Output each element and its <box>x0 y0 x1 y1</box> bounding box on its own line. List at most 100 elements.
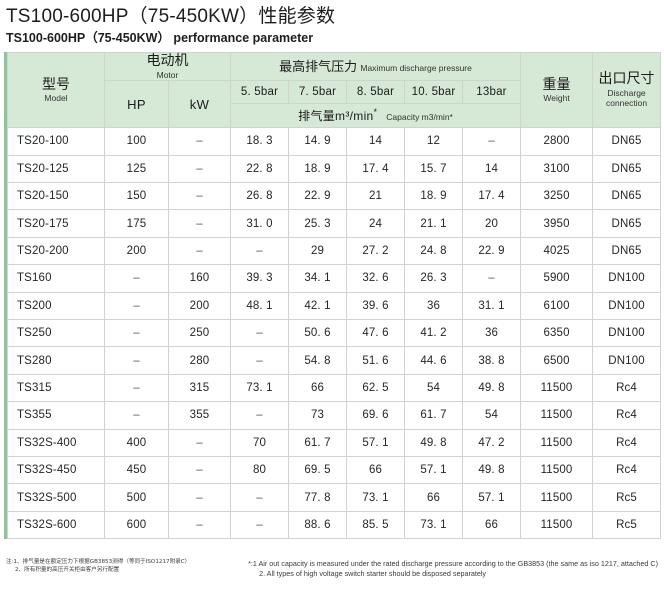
cell-weight: 11500 <box>520 373 594 403</box>
table-header: 型号 Model 电动机 Motor 最高排气压力 Maximum discha… <box>7 52 662 129</box>
cell-kw: 200 <box>168 291 231 320</box>
cell-p13: 31. 1 <box>461 291 522 320</box>
cell-discharge: DN65 <box>592 127 662 156</box>
cell-kw: – <box>168 182 231 211</box>
cell-p105: 26. 3 <box>404 264 463 293</box>
cell-p75: 69. 5 <box>288 455 347 485</box>
table-body: TS20-100 100–18. 3 14. 9 14 12–2800 DN65 TS20-… <box>7 127 662 540</box>
cell-p105: 18. 9 <box>404 182 463 211</box>
cell-p75: 25. 3 <box>288 209 347 238</box>
table-row: TS32S-500 500– –77. 8 73. 1 66 57. 1 11500 Rc5 <box>7 483 662 512</box>
cell-weight: 6350 <box>520 318 594 348</box>
cell-discharge: Rc4 <box>592 373 662 403</box>
title-block: TS100-600HP（75-450KW）性能参数 TS100-600HP（75… <box>0 0 664 45</box>
cell-p55: – <box>230 236 289 266</box>
cell-p105: 15. 7 <box>404 154 463 184</box>
cell-p75: 22. 9 <box>288 182 347 211</box>
table-row: TS20-175 175–31. 0 25. 3 24 21. 1 20 3950 DN65 <box>7 209 662 238</box>
cell-p13: – <box>461 127 522 156</box>
cell-p105: 36 <box>404 291 463 320</box>
header-kw: kW <box>168 80 231 129</box>
footnote-cn-2: 2、所有积量的高压开关柜由客户另行配置 <box>15 566 120 573</box>
header-motor-cn: 电动机 <box>146 52 189 69</box>
cell-p85: 62. 5 <box>346 373 405 403</box>
cell-p13: 47. 2 <box>461 428 522 457</box>
cell-p85: 66 <box>346 455 405 485</box>
cell-weight: 11500 <box>520 428 594 457</box>
cell-model: TS32S-450 <box>7 455 105 485</box>
cell-p13: – <box>461 264 522 293</box>
cell-p55: 80 <box>230 455 289 485</box>
cell-kw: 355 <box>168 401 231 430</box>
cell-weight: 3100 <box>520 154 594 184</box>
table-row: TS20-200 200– –29 27. 2 24. 8 22. 9 4025 DN65 <box>7 236 662 266</box>
cell-weight: 11500 <box>520 510 594 540</box>
cell-p85: 17. 4 <box>346 154 405 184</box>
header-pressure-13bar: 13bar <box>461 80 522 105</box>
cell-p75: 77. 8 <box>288 483 347 512</box>
cell-discharge: Rc5 <box>592 483 662 512</box>
cell-hp: 450 <box>104 455 169 485</box>
cell-kw: – <box>168 455 231 485</box>
cell-weight: 4025 <box>520 236 594 266</box>
cell-model: TS20-175 <box>7 209 105 238</box>
cell-p85: 24 <box>346 209 405 238</box>
cell-weight: 11500 <box>520 401 594 430</box>
table-row: TS20-100 100–18. 3 14. 9 14 12–2800 DN65 <box>7 127 662 156</box>
table-row: TS315–315 73. 1 66 62. 5 54 49. 8 11500 Rc4 <box>7 373 662 403</box>
cell-hp: 600 <box>104 510 169 540</box>
cell-p55: – <box>230 346 289 375</box>
cell-p85: 51. 6 <box>346 346 405 375</box>
cell-kw: 160 <box>168 264 231 293</box>
header-pressure-8-5bar: 8. 5bar <box>346 80 405 105</box>
cell-p105: 73. 1 <box>404 510 463 540</box>
cell-p55: – <box>230 318 289 348</box>
cell-model: TS32S-400 <box>7 428 105 457</box>
header-model-en: Model <box>44 93 68 104</box>
cell-model: TS20-200 <box>7 236 105 266</box>
cell-p105: 61. 7 <box>404 401 463 430</box>
cell-model: TS200 <box>7 291 105 320</box>
cell-discharge: Rc5 <box>592 510 662 540</box>
cell-kw: 250 <box>168 318 231 348</box>
cell-weight: 11500 <box>520 455 594 485</box>
header-capacity: 排气量m³/min* Capacity m3/min* <box>229 103 522 129</box>
cell-p85: 73. 1 <box>346 483 405 512</box>
cell-p55: 48. 1 <box>230 291 289 320</box>
cell-p13: 36 <box>461 318 522 348</box>
cell-p13: 22. 9 <box>461 236 522 266</box>
cell-p13: 20 <box>461 209 522 238</box>
header-discharge-connection: 出口尺寸 Discharge connection <box>592 52 662 129</box>
header-hp: HP <box>104 80 169 129</box>
table-row: TS32S-450 450–80 69. 5 66 57. 1 49. 8 11500 Rc4 <box>7 455 662 485</box>
cell-p13: 17. 4 <box>461 182 522 211</box>
cell-discharge: DN100 <box>592 264 662 293</box>
page-title-en: TS100-600HP（75-450KW） performance parame… <box>6 30 314 45</box>
cell-p105: 44. 6 <box>404 346 463 375</box>
table-row: TS280–280–54. 8 51. 6 44. 6 38. 8 6500 DN100 <box>7 346 662 375</box>
header-kw-label: kW <box>189 96 210 112</box>
cell-p13: 57. 1 <box>461 483 522 512</box>
cell-p55: 39. 3 <box>230 264 289 293</box>
cell-p105: 41. 2 <box>404 318 463 348</box>
cell-weight: 3250 <box>520 182 594 211</box>
header-hp-label: HP <box>127 96 146 112</box>
cell-p75: 18. 9 <box>288 154 347 184</box>
cell-model: TS315 <box>7 373 105 403</box>
table-row: TS160–160 39. 3 34. 1 32. 6 26. 3–5900 DN100 <box>7 264 662 293</box>
cell-p75: 88. 6 <box>288 510 347 540</box>
cell-weight: 3950 <box>520 209 594 238</box>
table-row: TS20-125 125–22. 8 18. 9 17. 4 15. 7 14 3100 DN… <box>7 154 662 184</box>
cell-p55: – <box>230 510 289 540</box>
cell-discharge: DN65 <box>592 209 662 238</box>
cell-model: TS280 <box>7 346 105 375</box>
cell-model: TS160 <box>7 264 105 293</box>
cell-p105: 49. 8 <box>404 428 463 457</box>
cell-p55: – <box>230 401 289 430</box>
cell-p55: 26. 8 <box>230 182 289 211</box>
header-discharge-en-line2: connection <box>605 98 648 109</box>
cell-p55: 18. 3 <box>230 127 289 156</box>
header-model: 型号 Model <box>7 52 105 129</box>
footnotes-cn: 注:1、排气量是在额定压力下根据GB3853测得（等同于ISO1217附录C） … <box>6 559 242 578</box>
cell-p75: 73 <box>288 401 347 430</box>
